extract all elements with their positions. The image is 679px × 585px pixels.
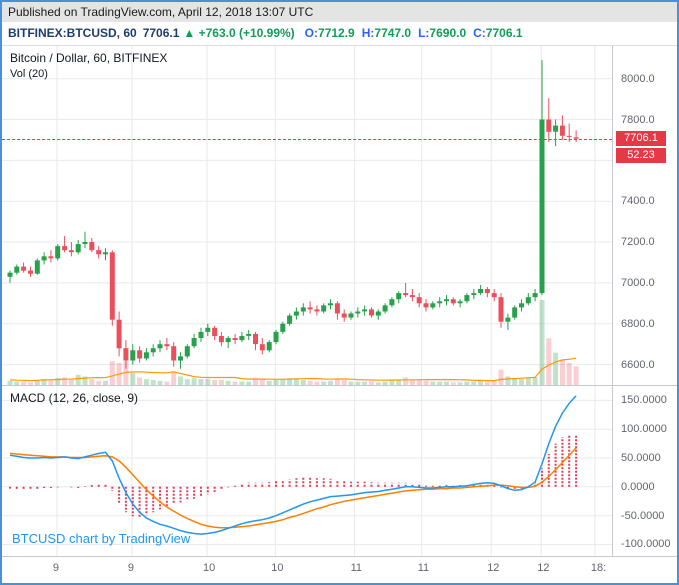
ohlc-label: L:: [418, 26, 430, 40]
ohlc-label: H:: [361, 26, 375, 40]
macd-main-line: [9, 395, 577, 535]
ohlc-value: 7706.1: [485, 26, 523, 40]
price-change: ▲ +763.0 (+10.99%): [183, 26, 295, 40]
macd-axis-label: 100.0000: [621, 423, 667, 436]
pane-separator[interactable]: [2, 556, 677, 557]
last-price-badge: 7706.1: [616, 130, 666, 146]
grid-lines: [2, 46, 612, 385]
macd-axis-label: 50.0000: [621, 452, 661, 465]
price-axis-label: 7000.0: [621, 276, 655, 289]
time-axis-label: 10: [271, 562, 284, 574]
time-axis-label: 9: [127, 562, 135, 574]
macd-canvas[interactable]: [2, 386, 612, 556]
time-axis-label: 12: [537, 562, 550, 574]
published-bar: Published on TradingView.com, April 12, …: [2, 2, 677, 22]
secondary-price-badge: 52.23: [616, 147, 666, 163]
ohlc-value: 7747.0: [374, 26, 412, 40]
ohlc-value: 7712.9: [318, 26, 355, 40]
candlesticks: [7, 60, 579, 369]
candlestick-canvas[interactable]: [2, 46, 612, 385]
time-axis-label: 10: [203, 562, 216, 574]
time-axis-label: 12: [487, 562, 500, 574]
price-axis-label: 6800.0: [621, 317, 655, 330]
time-axis-label: 11: [417, 562, 430, 574]
time-axis-label: 18:: [590, 562, 607, 574]
time-axis-label: 11: [350, 562, 363, 574]
volume-ma-line: [9, 357, 577, 382]
ohlc-label: C:: [473, 26, 486, 40]
pane-separator[interactable]: [2, 385, 677, 386]
macd-pane[interactable]: MACD (12, 26, close, 9) BTCUSD chart by …: [2, 386, 612, 556]
tradingview-attribution-link[interactable]: BTCUSD chart by TradingView: [12, 531, 191, 546]
last-price-line: [2, 138, 612, 140]
macd-axis-label: 0.0000: [621, 480, 655, 493]
macd-axis-label: -100.0000: [621, 538, 671, 551]
chart-title: Bitcoin / Dollar, 60, BITFINEX: [10, 51, 168, 65]
volume-bars: [7, 300, 579, 385]
ohlc-value: 7690.0: [429, 26, 467, 40]
macd-indicator-label: MACD (12, 26, close, 9): [10, 391, 139, 405]
price-axis-label: 7200.0: [621, 236, 655, 249]
macd-signal-line: [9, 447, 577, 529]
last-price: 7706.1: [142, 26, 180, 40]
symbol-bar: BITFINEX:BTCUSD, 60 7706.1 ▲ +763.0 (+10.9…: [2, 22, 677, 46]
ohlc-label: O:: [304, 26, 319, 40]
ohlc-values: O:7712.9 H:7747.0 L:7690.0 C:7706.1: [305, 26, 530, 40]
symbol-name: BITFINEX:BTCUSD, 60: [8, 26, 137, 40]
price-chart-pane[interactable]: Bitcoin / Dollar, 60, BITFINEX Vol (20): [2, 46, 612, 385]
volume-indicator-label: Vol (20): [10, 68, 48, 80]
price-axis-label: 8000.0: [621, 72, 655, 85]
time-axis[interactable]: 9 9 10 10 11 11 12 12 18:: [2, 557, 677, 583]
price-axis-label: 6600.0: [621, 358, 655, 371]
price-axis[interactable]: 7706.1 52.23 6600.0 6800.0 7000.0 7200.0 740…: [612, 46, 677, 557]
macd-axis-label: 150.0000: [621, 394, 667, 407]
macd-axis-label: -50.0000: [621, 509, 665, 522]
price-axis-label: 7400.0: [621, 195, 655, 208]
published-text: Published on TradingView.com, April 12, …: [8, 5, 314, 19]
price-axis-label: 7800.0: [621, 113, 655, 126]
time-axis-label: 9: [52, 562, 60, 574]
